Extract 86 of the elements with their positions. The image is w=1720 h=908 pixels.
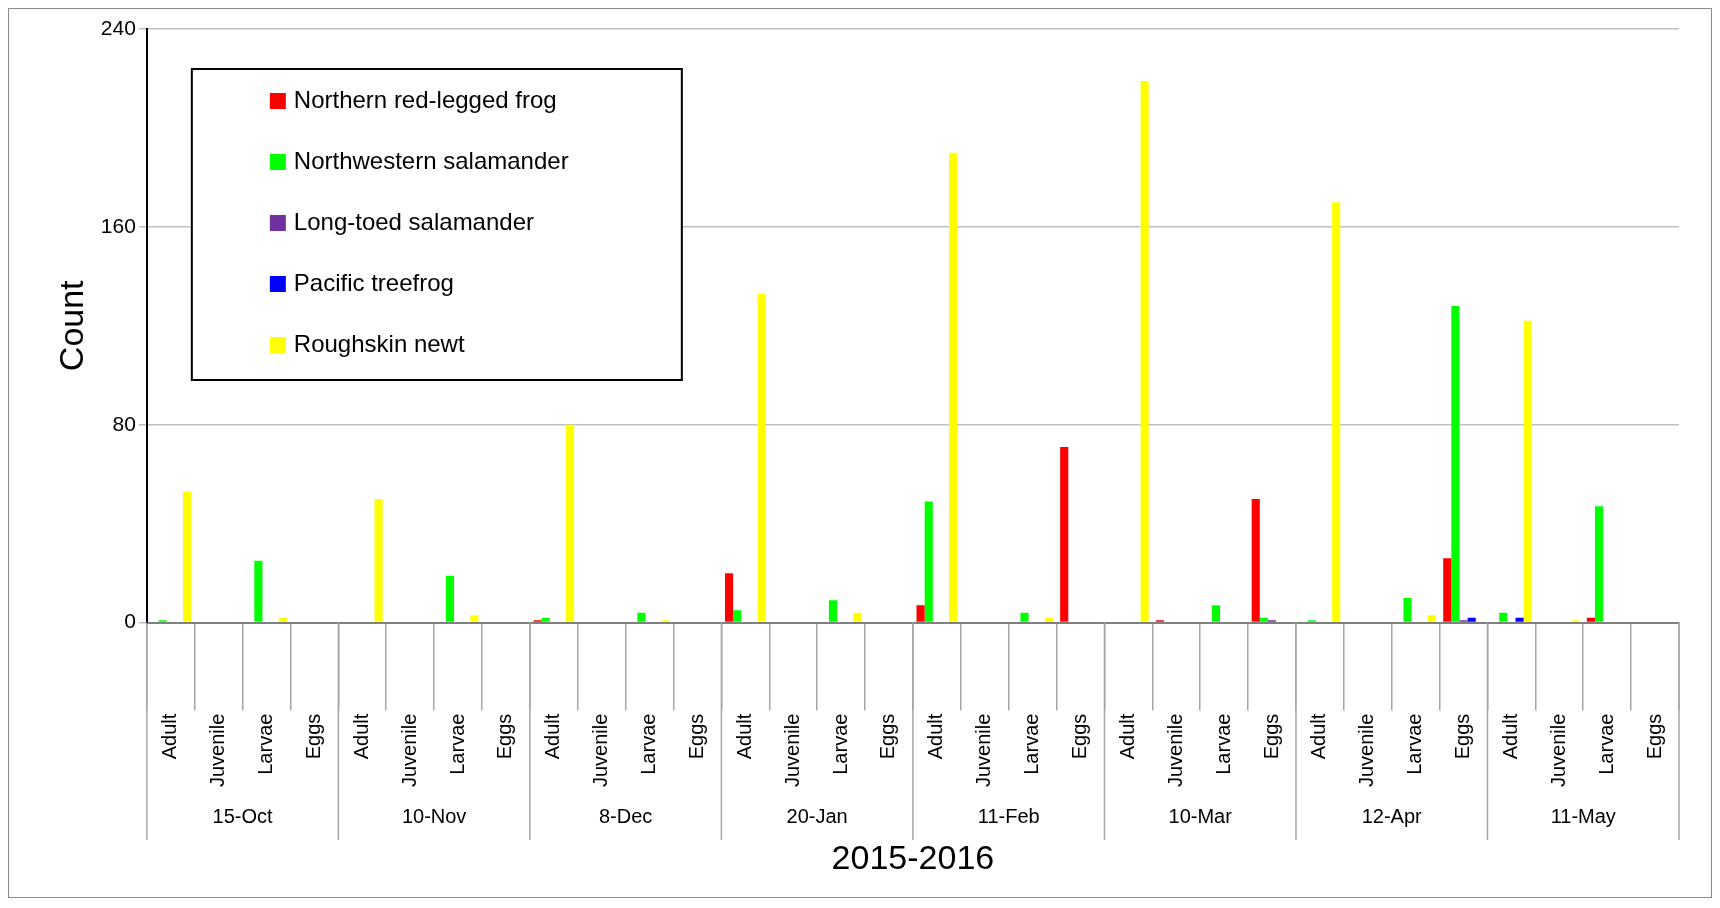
x-tick-label: Eggs [1068,713,1091,760]
x-tick-label: Eggs [493,713,516,760]
x-tick-label: Adult [1115,713,1138,760]
x-tick-label: Larvae [1403,713,1426,775]
text: 12-Apr [1361,804,1423,827]
bar [853,612,862,622]
text: 10-Mar [1168,804,1233,827]
x-tick-label: Eggs [876,713,899,760]
x-tick-label: Larvae [637,713,660,775]
text: 8-Dec [598,804,653,827]
x-tick-label: Juvenile [972,713,995,788]
bar [1443,558,1452,622]
bar [1515,617,1524,622]
bar [637,612,646,622]
x-tick-label: Eggs [1642,713,1665,760]
x-tick-label: Adult [1498,713,1521,760]
x-tick-label: Larvae [254,713,277,775]
bar [470,615,479,622]
bar [1467,617,1476,622]
x-tick-label: Eggs [301,713,324,760]
x-tick-label: Adult [158,713,181,760]
bar [541,617,550,622]
text: 11-May [1550,804,1616,827]
bar [1060,447,1069,622]
y-tick-label: 0 [124,609,136,633]
bar [949,152,958,622]
bar [278,617,287,622]
legend-label: Pacific treefrog [293,268,454,296]
text: 10-Nov [401,804,467,827]
x-tick-label: Larvae [445,713,468,775]
bar [1259,617,1268,622]
x-tick-label: Eggs [684,713,707,760]
bar [1594,506,1604,622]
x-tick-label: Juvenile [1546,713,1569,788]
x-tick-label: Juvenile [780,713,803,788]
legend-label: Northwestern salamander [293,146,569,174]
x-tick-label: Juvenile [1355,713,1378,788]
x-tick-label: Eggs [1259,713,1282,760]
bar [1586,617,1595,622]
bar [916,605,925,622]
bar [1020,612,1029,622]
x-tick-label: Adult [1307,713,1330,760]
y-axis-title: Count [51,279,90,372]
bar [828,600,838,622]
bar [1403,597,1412,622]
x-axis-title: 2015-2016 [831,838,995,877]
bar [757,293,766,622]
bar [1211,605,1221,622]
x-tick-label: Adult [541,713,564,760]
x-tick-label: Larvae [1594,713,1617,775]
x-tick-label: Larvae [1020,713,1043,775]
y-tick-label: 160 [100,213,136,237]
legend-label: Northern red-legged frog [293,85,557,113]
bar [1140,80,1149,622]
bar [254,560,263,622]
y-tick-label: 240 [100,15,136,39]
x-tick-label: Juvenile [206,713,229,788]
x-tick-label: Adult [924,713,947,760]
x-tick-label: Larvae [828,713,851,775]
x-tick-label: Adult [349,713,372,760]
bar [445,575,454,622]
y-tick-label: 80 [112,411,136,435]
bar [1332,202,1341,622]
x-tick-label: Juvenile [589,713,612,788]
x-tick-label: Juvenile [397,713,420,788]
x-tick-label: Adult [732,713,755,760]
x-tick-label: Juvenile [1163,713,1186,788]
bar [1499,612,1508,622]
text: 20-Jan [786,804,848,827]
x-tick-label: Eggs [1451,713,1474,760]
bar [733,610,742,622]
bar [374,498,383,622]
bar [1044,617,1053,622]
text: 15-Oct [212,804,274,827]
bar [182,491,192,622]
bar [924,501,933,622]
bar [724,573,734,622]
text: 11-Feb [977,804,1040,827]
bar [1251,498,1260,622]
legend-label: Long-toed salamander [293,207,535,235]
bar [1427,615,1437,622]
x-tick-label: Larvae [1211,713,1234,775]
legend-label: Roughskin newt [293,329,465,357]
bar [1523,320,1532,622]
bar [566,424,575,622]
bar [1451,306,1460,622]
